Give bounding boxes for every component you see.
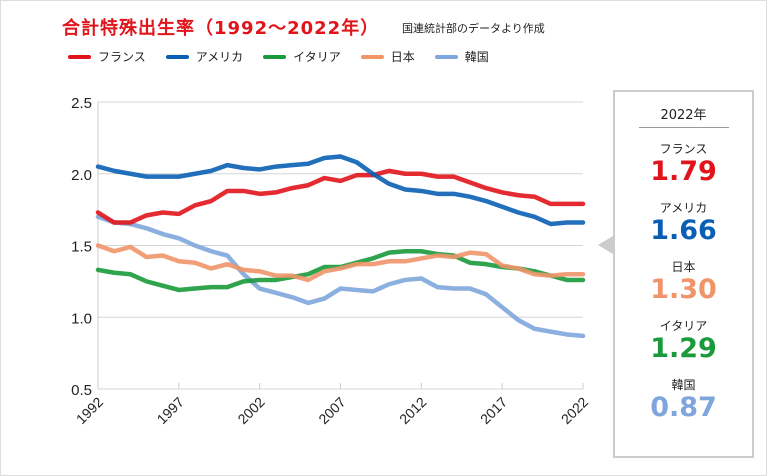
legend-label: フランス <box>98 50 146 64</box>
values-panel: 2022年 フランス 1.79 アメリカ 1.66 日本 1.30 イタリア 1.29 韓国 0.… <box>613 90 754 458</box>
x-tick-label: 2022 <box>558 394 591 427</box>
y-tick-label: 2.0 <box>71 167 92 184</box>
panel-pointer <box>598 236 613 254</box>
legend-item: イタリア <box>263 48 341 65</box>
series-line <box>95 168 586 225</box>
legend: フランス アメリカ イタリア 日本 韓国 <box>68 48 489 65</box>
legend-item: アメリカ <box>165 48 244 65</box>
y-tick-label: 0.5 <box>71 382 92 399</box>
panel-country: アメリカ <box>659 201 708 215</box>
panel-country: フランス <box>659 142 708 156</box>
series-line <box>95 243 586 283</box>
series-line <box>95 154 586 227</box>
panel-country: 日本 <box>671 260 696 274</box>
legend-swatch <box>263 54 287 59</box>
chart-source: 国連統計部のデータより作成 <box>402 22 545 35</box>
y-tick-label: 1.0 <box>71 310 92 327</box>
legend-label: 日本 <box>390 50 415 64</box>
y-tick-label: 1.5 <box>71 239 92 256</box>
x-tick-label: 1997 <box>154 394 187 427</box>
panel-country: 韓国 <box>671 378 696 392</box>
legend-label: アメリカ <box>195 50 244 64</box>
legend-item: 韓国 <box>434 48 489 65</box>
panel-value: 1.66 <box>650 215 717 246</box>
legend-swatch <box>434 54 458 59</box>
panel-country: イタリア <box>659 319 708 333</box>
legend-swatch <box>68 54 91 59</box>
legend-label: 韓国 <box>464 50 489 64</box>
x-tick-label: 2007 <box>315 394 348 427</box>
panel-value: 0.87 <box>650 392 717 423</box>
x-tick-label: 2017 <box>477 394 510 427</box>
legend-label: イタリア <box>293 50 341 64</box>
y-tick-label: 2.5 <box>71 95 92 112</box>
series-line <box>95 214 586 339</box>
chart-title: 合計特殊出生率（1992〜2022年） <box>62 18 380 39</box>
legend-item: フランス <box>68 48 146 65</box>
x-tick-label: 2012 <box>396 394 429 427</box>
panel-value: 1.79 <box>650 156 717 187</box>
x-tick-label: 2002 <box>234 394 267 427</box>
panel-year: 2022年 <box>638 104 729 128</box>
panel-value: 1.30 <box>650 274 717 305</box>
legend-item: 日本 <box>360 48 415 65</box>
legend-swatch <box>360 54 384 59</box>
panel-value: 1.29 <box>650 333 717 364</box>
legend-swatch <box>165 54 189 59</box>
